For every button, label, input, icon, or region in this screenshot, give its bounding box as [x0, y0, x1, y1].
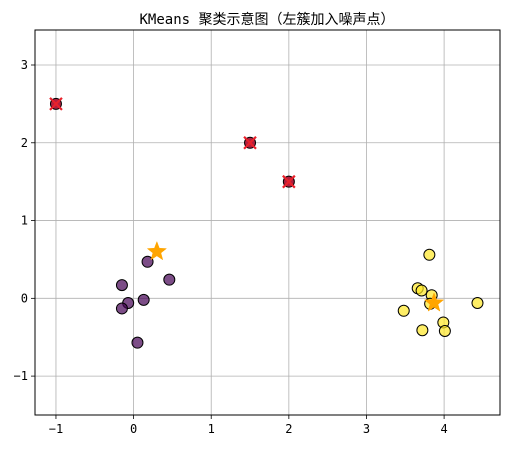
gridlines: [35, 30, 500, 415]
centroid-star: [146, 240, 168, 261]
cluster-0-point: [163, 273, 176, 286]
x-tick-label: 3: [363, 422, 370, 436]
noise-point: [282, 174, 296, 189]
plot-frame: [34, 29, 501, 416]
cluster-1-point: [416, 324, 429, 337]
cluster-1-point: [415, 284, 428, 297]
cluster-1-point: [423, 248, 436, 261]
cluster-1-point: [471, 297, 484, 309]
cluster-0-point: [115, 279, 128, 292]
x-tick-label: 2: [285, 422, 292, 436]
cluster-1-point: [438, 325, 451, 337]
data-points: [49, 97, 484, 349]
axis-ticks: −1 0 1 2 3 4 −1 0 1 2 3: [14, 58, 448, 436]
cluster-0-point: [141, 255, 154, 268]
y-tick-label: 1: [21, 214, 28, 228]
cluster-0-point: [137, 293, 150, 306]
x-tick-label: 4: [440, 422, 447, 436]
plot-area: [35, 30, 500, 415]
y-tick-label: −1: [14, 369, 28, 383]
x-tick-label: −1: [49, 422, 63, 436]
noise-x-mark: [282, 174, 296, 189]
cluster-0-point: [131, 336, 144, 349]
x-tick-label: 0: [130, 422, 137, 436]
noise-x-mark: [243, 136, 257, 150]
cluster-0-point: [115, 302, 128, 315]
noise-point: [243, 136, 257, 150]
y-tick-label: 3: [21, 58, 28, 72]
cluster-1-point: [397, 304, 410, 317]
y-tick-label: 0: [21, 291, 28, 305]
noise-x-mark: [49, 97, 63, 111]
chart-title: KMeans 聚类示意图（左簇加入噪声点）: [139, 11, 394, 28]
y-tick-label: 2: [21, 136, 28, 150]
centroid-star: [423, 292, 445, 312]
noise-point: [49, 97, 63, 111]
x-tick-label: 1: [208, 422, 215, 436]
